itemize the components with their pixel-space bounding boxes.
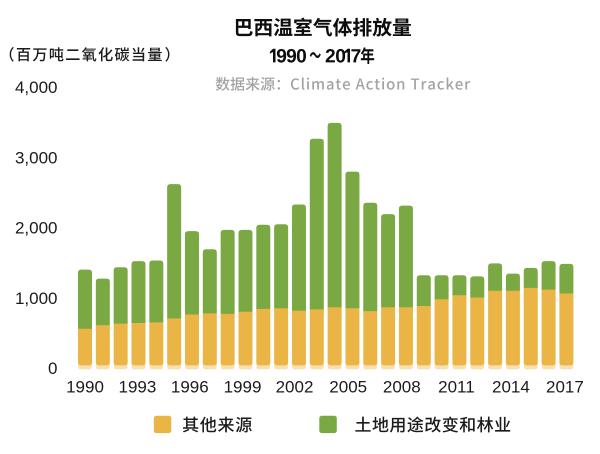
svg-text:1,000: 1,000: [15, 289, 58, 308]
svg-text:0: 0: [48, 359, 57, 378]
svg-text:1999: 1999: [224, 377, 262, 396]
svg-text:2014: 2014: [492, 377, 530, 396]
svg-text:1996: 1996: [171, 377, 209, 396]
svg-text:4,000: 4,000: [15, 78, 58, 97]
svg-text:2008: 2008: [383, 377, 421, 396]
svg-text:2002: 2002: [276, 377, 314, 396]
svg-text:2017: 2017: [546, 377, 584, 396]
svg-text:2,000: 2,000: [15, 219, 58, 238]
svg-text:1993: 1993: [118, 377, 156, 396]
svg-text:3,000: 3,000: [15, 148, 58, 167]
svg-text:1990: 1990: [66, 377, 104, 396]
svg-text:2011: 2011: [438, 377, 475, 396]
svg-text:2005: 2005: [329, 377, 367, 396]
